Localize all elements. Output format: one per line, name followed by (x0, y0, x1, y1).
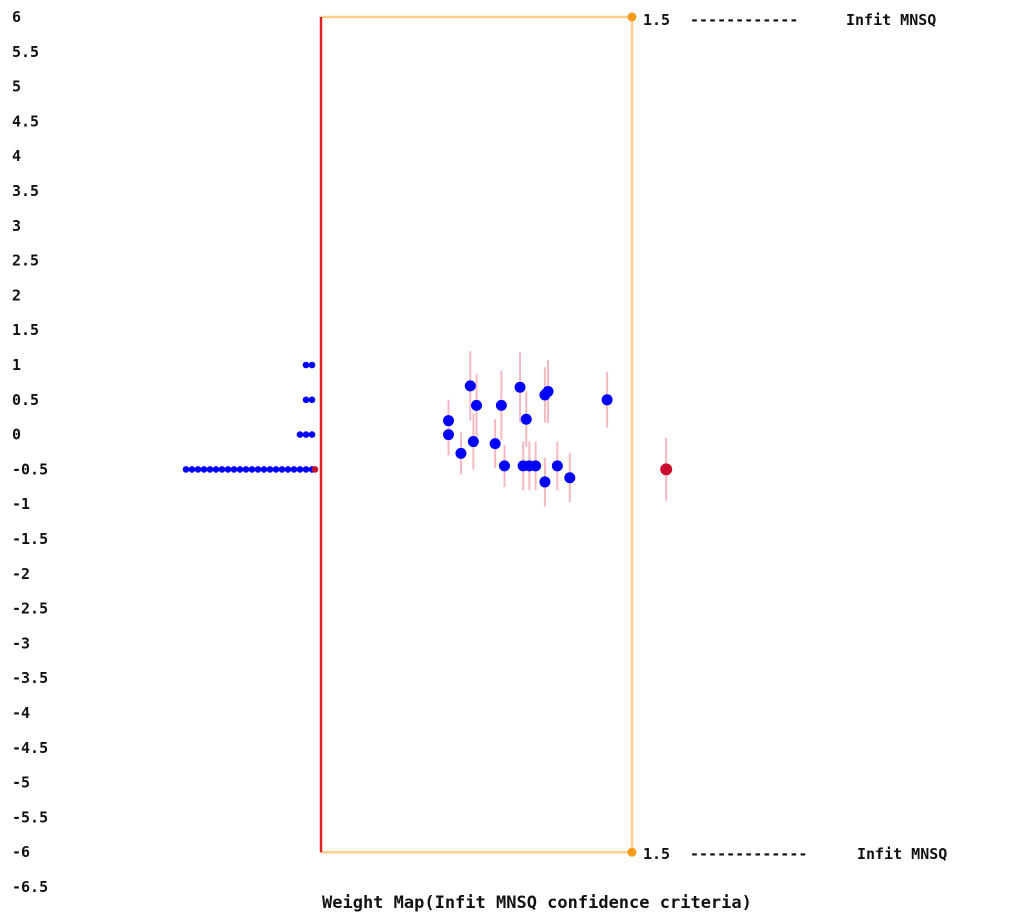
y-tick-label: -3 (12, 634, 30, 652)
distribution-dot (260, 466, 268, 473)
distribution-dots (182, 361, 319, 473)
distribution-dot (290, 466, 298, 473)
y-tick-label: 3 (12, 217, 21, 235)
distribution-dot (212, 466, 220, 473)
y-tick-label: -6 (12, 843, 30, 861)
distribution-dot (302, 396, 310, 404)
upper-bound-dashes: ------------ (690, 11, 798, 29)
lower-bound-dashes: ------------- (690, 845, 807, 863)
distribution-dot (182, 466, 190, 473)
item-point (498, 460, 510, 472)
item-point (467, 436, 479, 448)
y-tick-label: -4 (12, 704, 30, 722)
distribution-dot (278, 466, 286, 473)
y-tick-label: 2 (12, 286, 21, 304)
distribution-dot (224, 466, 232, 473)
item-point (530, 460, 542, 472)
error-bars (447, 351, 668, 507)
y-tick-label: -6.5 (12, 878, 48, 896)
y-tick-label: 2.5 (12, 252, 39, 270)
distribution-dot (308, 396, 316, 404)
mean-point (660, 463, 673, 476)
item-point (601, 394, 613, 406)
upper-bound-marker (627, 12, 637, 22)
distribution-dot (266, 466, 274, 473)
distribution-mean-dot (311, 466, 319, 473)
distribution-dot (284, 466, 292, 473)
distribution-dot (242, 466, 250, 473)
item-point (539, 476, 551, 488)
item-point (455, 447, 467, 459)
distribution-dot (302, 361, 310, 369)
distribution-dot (308, 361, 316, 369)
y-tick-label: -2 (12, 565, 30, 583)
y-tick-label: 4.5 (12, 112, 39, 130)
item-point (464, 380, 476, 392)
y-tick-label: -1.5 (12, 530, 48, 548)
distribution-dot (206, 466, 214, 473)
infit-frame (319, 12, 637, 857)
y-tick-label: 5 (12, 78, 21, 96)
item-point (495, 399, 507, 411)
item-point (564, 472, 576, 484)
distribution-dot (302, 466, 310, 473)
distribution-dot (188, 466, 196, 473)
y-tick-label: 0.5 (12, 391, 39, 409)
distribution-dot (248, 466, 256, 473)
y-tick-label: 4 (12, 147, 21, 165)
item-point (542, 385, 554, 397)
y-tick-label: -0.5 (12, 460, 48, 478)
distribution-dot (218, 466, 226, 473)
y-tick-label: -1 (12, 495, 30, 513)
distribution-dot (230, 466, 238, 473)
y-tick-label: 1 (12, 356, 21, 374)
lower-bound-marker (627, 847, 637, 857)
y-tick-label: 0 (12, 426, 21, 444)
y-tick-label: 1.5 (12, 321, 39, 339)
distribution-dot (194, 466, 202, 473)
distribution-dot (236, 466, 244, 473)
y-tick-label: -5 (12, 774, 30, 792)
lower-bound-label: Infit MNSQ (857, 845, 947, 863)
distribution-dot (200, 466, 208, 473)
upper-bound-label: Infit MNSQ (846, 11, 936, 29)
y-tick-label: 3.5 (12, 182, 39, 200)
item-point (471, 399, 482, 411)
y-tick-label: 5.5 (12, 43, 39, 61)
distribution-dot (296, 466, 304, 473)
item-points (443, 380, 673, 488)
item-point (520, 413, 532, 425)
item-point (551, 460, 563, 472)
item-point (443, 415, 455, 427)
y-tick-label: -5.5 (12, 808, 48, 826)
distribution-dot (308, 431, 316, 438)
item-point (514, 381, 526, 393)
chart-title: Weight Map(Infit MNSQ confidence criteri… (322, 893, 752, 912)
y-tick-label: 6 (12, 8, 21, 26)
distribution-dot (272, 466, 280, 473)
item-point (443, 429, 455, 441)
upper-bound-value: 1.5 (643, 11, 670, 29)
item-point (489, 438, 501, 450)
distribution-dot (254, 466, 262, 473)
y-tick-label: -3.5 (12, 669, 48, 687)
y-axis-tick-labels: 6 5.5 5 4.5 4 3.5 3 2.5 2 1.5 1 0.5 0 -0.5 -1 -1.5 -2 -2.… (12, 8, 48, 896)
y-tick-label: -4.5 (12, 739, 48, 757)
lower-bound-value: 1.5 (643, 845, 670, 863)
y-tick-label: -2.5 (12, 600, 48, 618)
distribution-dot (302, 431, 310, 438)
distribution-dot (296, 431, 304, 438)
